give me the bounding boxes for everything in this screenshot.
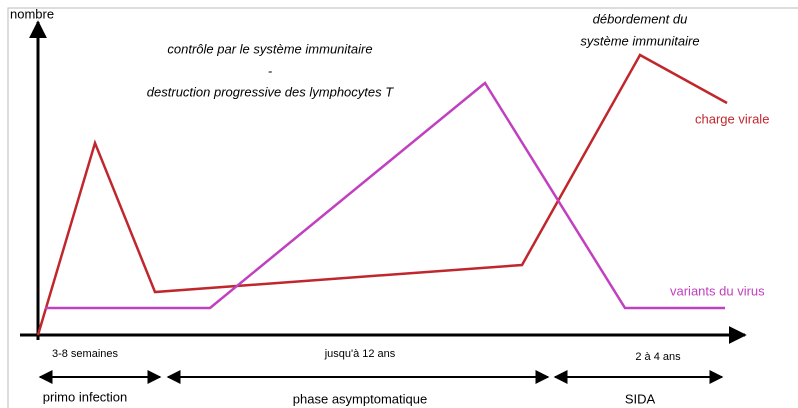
annotation: système immunitaire <box>580 33 699 48</box>
curve-label: charge virale <box>695 111 769 126</box>
annotation: - <box>268 63 273 78</box>
phase-duration: 2 à 4 ans <box>635 351 681 363</box>
curve-label: variants du virus <box>670 283 765 298</box>
variants-curve <box>45 81 725 310</box>
phase-duration: 3-8 semaines <box>52 348 119 360</box>
phase-duration: jusqu'à 12 ans <box>324 348 396 360</box>
phase-label: primo infection <box>43 389 128 404</box>
viral-load-curve <box>36 53 728 336</box>
axis-label: nombre <box>10 6 54 21</box>
annotation: contrôle par le système immunitaire <box>167 41 372 56</box>
phase-label: SIDA <box>625 391 656 406</box>
annotation: débordement du <box>593 11 688 26</box>
phase-label: phase asymptomatique <box>293 391 427 406</box>
annotation: destruction progressive des lymphocytes … <box>147 84 394 99</box>
frame <box>7 7 798 408</box>
